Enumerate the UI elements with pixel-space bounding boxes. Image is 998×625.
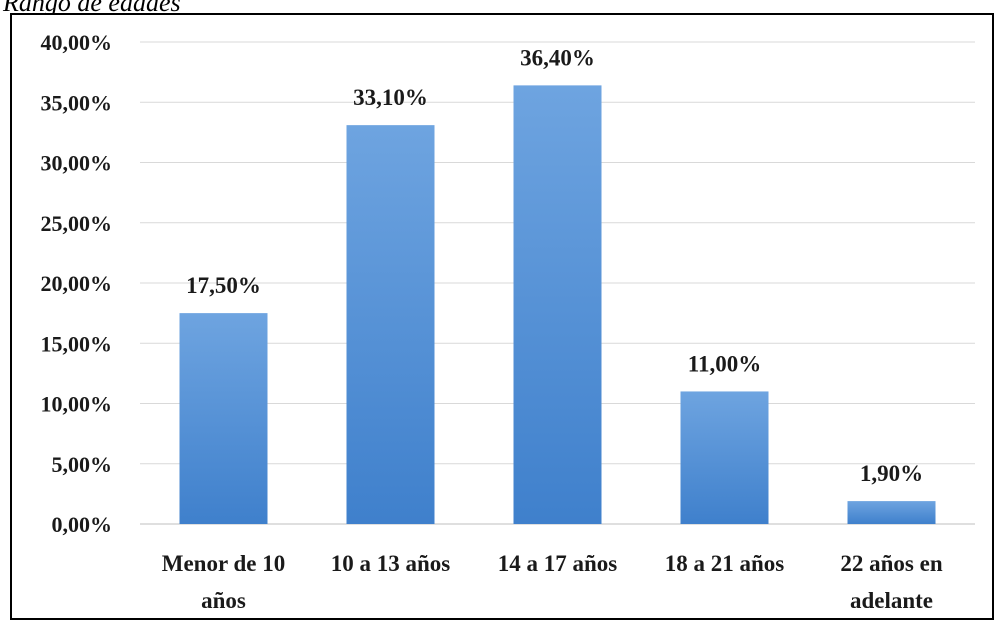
y-tick-label: 0,00% [52,512,113,537]
x-tick-label: 18 a 21 años [665,551,785,576]
data-label: 33,10% [353,85,428,110]
y-tick-label: 30,00% [41,151,113,176]
data-label: 11,00% [688,351,761,376]
y-tick-label: 40,00% [41,30,113,55]
bars [179,85,936,525]
bar [346,125,435,525]
x-tick-label: adelante [850,588,933,613]
x-axis-tick-labels: Menor de 10 años 10 a 13 años 14 a 17 años 1… [162,551,943,613]
bar [680,391,769,524]
bar [513,85,602,524]
data-label: 36,40% [520,45,595,70]
chart-caption: Rango de edades [3,0,181,17]
x-tick-label: 10 a 13 años [331,551,451,576]
y-tick-label: 10,00% [41,392,113,417]
chart-frame [10,13,994,620]
data-label: 1,90% [860,461,923,486]
data-label: 17,50% [186,273,261,298]
y-tick-label: 35,00% [41,90,113,115]
y-tick-label: 20,00% [41,271,113,296]
x-tick-label: Menor de 10 [162,551,286,576]
bar [847,501,936,524]
x-tick-label: 22 años en [840,551,942,576]
y-tick-label: 5,00% [52,452,113,477]
bar [179,313,268,524]
data-labels: 17,50% 33,10% 36,40% 11,00% 1,90% [186,45,923,486]
y-tick-label: 15,00% [41,331,113,356]
y-tick-label: 25,00% [41,211,113,236]
x-tick-label: años [201,588,246,613]
y-axis-tick-labels: 0,00% 5,00% 10,00% 15,00% 20,00% 25,00% 30,00%… [41,30,113,537]
x-tick-label: 14 a 17 años [498,551,618,576]
